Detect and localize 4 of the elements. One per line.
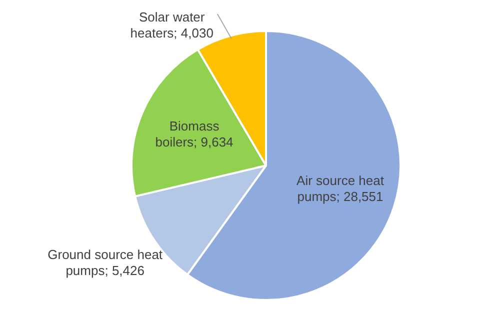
slice-label: Air source heat pumps; 28,551: [296, 173, 384, 204]
slice-label: Ground source heat pumps; 5,426: [48, 246, 163, 278]
slice-label: Biomass boilers; 9,634: [155, 118, 234, 150]
slice-label: Solar water heaters; 4,030: [130, 10, 214, 41]
